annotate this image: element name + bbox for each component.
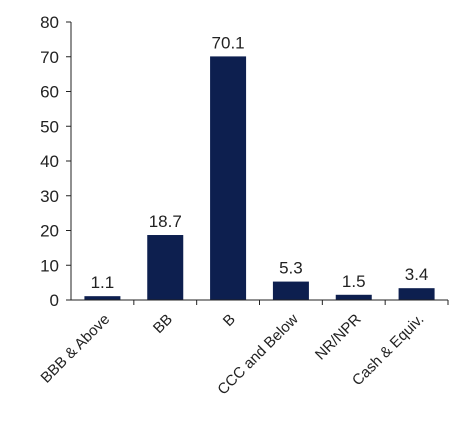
x-tick-label: BBB & Above <box>38 311 114 387</box>
bar <box>398 288 435 300</box>
bar-value-label: 70.1 <box>212 33 245 52</box>
bar <box>272 281 309 300</box>
bar <box>84 296 121 300</box>
y-tick-label: 20 <box>40 222 59 241</box>
y-tick-label: 0 <box>50 291 59 310</box>
bar-value-label: 18.7 <box>149 212 182 231</box>
y-axis: 0 10 20 30 40 50 60 70 80 <box>40 13 72 310</box>
bar-value-label: 1.1 <box>91 273 115 292</box>
y-tick-label: 10 <box>40 256 59 275</box>
x-tick-label: B <box>220 311 239 330</box>
bar-value-label: 5.3 <box>279 259 303 278</box>
bars <box>84 56 435 301</box>
bar-value-label: 1.5 <box>342 272 366 291</box>
y-tick-label: 40 <box>40 152 59 171</box>
x-tick-label: BB <box>150 311 176 337</box>
y-tick-label: 80 <box>40 13 59 32</box>
y-tick-label: 70 <box>40 48 59 67</box>
bar <box>335 294 372 300</box>
y-tick-label: 50 <box>40 117 59 136</box>
bar <box>147 235 184 300</box>
bar-value-label: 3.4 <box>405 265 429 284</box>
y-tick-label: 30 <box>40 187 59 206</box>
x-tick-label: NR/NPR <box>312 311 365 364</box>
data-labels: 1.1 18.7 70.1 5.3 1.5 3.4 <box>91 33 429 292</box>
bar <box>210 56 247 301</box>
y-tick-label: 60 <box>40 83 59 102</box>
